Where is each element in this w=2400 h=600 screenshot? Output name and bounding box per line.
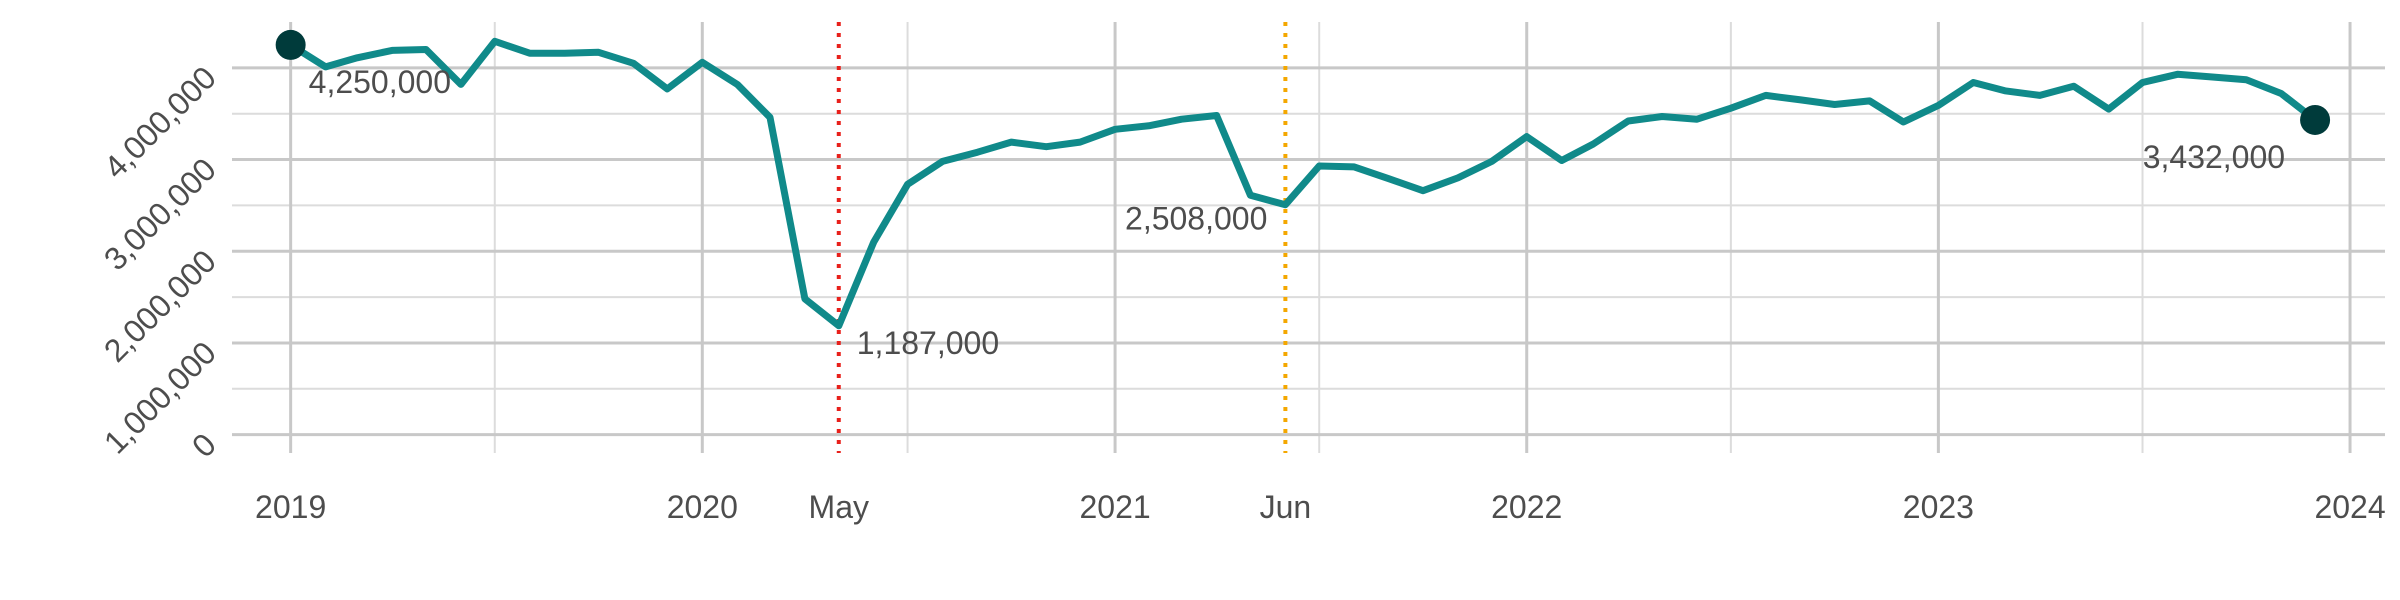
reference-line-label: May bbox=[809, 489, 869, 525]
annotation-layer: 4,250,000 1,187,000 2,508,000 3,432,000 bbox=[275, 29, 2331, 361]
x-tick-label: 2020 bbox=[667, 489, 738, 525]
x-tick-label: 2019 bbox=[255, 489, 326, 525]
data-label: 2,508,000 bbox=[1125, 201, 1267, 237]
series-line bbox=[287, 37, 2319, 330]
x-tick-label: 2023 bbox=[1903, 489, 1974, 525]
x-tick-label: 2024 bbox=[2314, 489, 2385, 525]
reference-line-label: Jun bbox=[1260, 489, 1312, 525]
x-tick-label: 2021 bbox=[1079, 489, 1150, 525]
axis-labels: 01,000,0002,000,0003,000,0004,000,000201… bbox=[97, 59, 2386, 525]
endpoint-marker bbox=[2300, 104, 2331, 135]
x-tick-label: 2022 bbox=[1491, 489, 1562, 525]
data-label: 1,187,000 bbox=[857, 325, 999, 361]
y-tick-label: 0 bbox=[185, 426, 223, 464]
data-label: 4,250,000 bbox=[309, 64, 451, 100]
data-label: 3,432,000 bbox=[2143, 139, 2285, 175]
endpoint-marker bbox=[275, 29, 306, 60]
series-layer bbox=[287, 37, 2319, 330]
grid-layer bbox=[232, 22, 2385, 453]
